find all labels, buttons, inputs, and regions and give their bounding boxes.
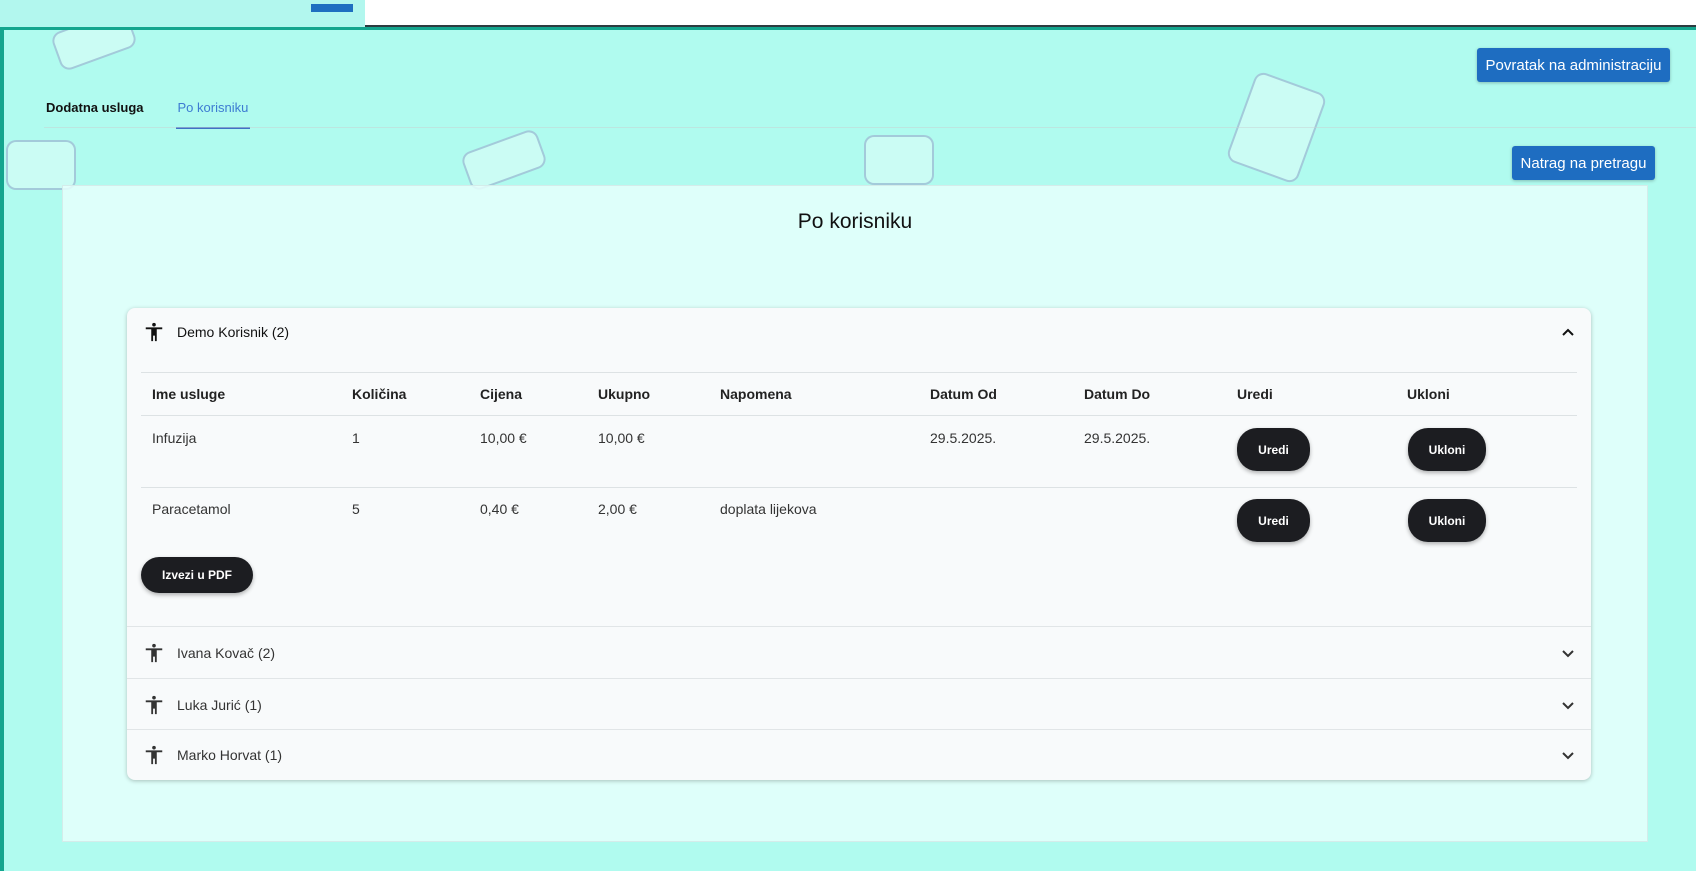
service-name: Infuzija — [152, 430, 197, 446]
tab-po-korisniku[interactable]: Po korisniku — [175, 94, 251, 129]
tab-divider — [44, 127, 1696, 128]
back-to-search-button[interactable]: Natrag na pretragu — [1512, 146, 1655, 180]
chevron-down-icon[interactable] — [1561, 698, 1575, 712]
back-to-admin-button[interactable]: Povratak na administraciju — [1477, 48, 1670, 82]
edit-button[interactable]: Uredi — [1237, 499, 1310, 542]
medkit-decoration — [864, 135, 934, 185]
remove-button[interactable]: Ukloni — [1408, 499, 1486, 542]
divider — [141, 372, 1577, 373]
column-header: Uredi — [1237, 386, 1273, 402]
column-header: Ukupno — [598, 386, 651, 402]
accessibility-icon — [145, 322, 163, 342]
page-thumbnail — [0, 0, 365, 27]
accessibility-icon — [145, 745, 163, 765]
divider — [127, 678, 1591, 679]
accordion-header-marko-horvat[interactable]: Marko Horvat (1) — [127, 730, 1591, 780]
chevron-down-icon[interactable] — [1561, 748, 1575, 762]
column-header: Količina — [352, 386, 407, 402]
ambulance-decoration — [49, 30, 139, 73]
accordion-header-demo-korisnik[interactable]: Demo Korisnik (2) — [127, 308, 1591, 356]
thumbnail-button — [311, 4, 353, 12]
divider — [141, 487, 1577, 488]
note: doplata lijekova — [720, 501, 817, 517]
top-strip — [0, 0, 1696, 28]
service-name: Paracetamol — [152, 501, 231, 517]
date-from: 29.5.2025. — [930, 430, 997, 446]
accessibility-icon — [145, 695, 163, 714]
user-name: Demo Korisnik (2) — [177, 324, 290, 340]
user-name: Ivana Kovač (2) — [177, 644, 276, 661]
total: 10,00 € — [598, 430, 645, 446]
remove-button[interactable]: Ukloni — [1408, 428, 1486, 471]
accordion-header-luka-juric[interactable]: Luka Jurić (1) — [127, 679, 1591, 730]
divider — [365, 25, 1696, 28]
column-header: Datum Do — [1084, 386, 1151, 402]
price: 0,40 € — [480, 501, 519, 517]
quantity: 5 — [352, 501, 360, 517]
chevron-down-icon[interactable] — [1561, 646, 1575, 660]
price: 10,00 € — [480, 430, 527, 446]
page-title: Po korisniku — [797, 210, 913, 233]
divider — [127, 729, 1591, 730]
date-to: 29.5.2025. — [1084, 430, 1151, 446]
tab-bar: Dodatna usluga Po korisniku — [44, 94, 251, 129]
export-pdf-button[interactable]: Izvezi u PDF — [141, 557, 253, 593]
tab-dodatna-usluga[interactable]: Dodatna usluga — [46, 100, 144, 115]
ambulance-decoration — [459, 127, 549, 193]
app-background: Dodatna usluga Po korisniku Povratak na … — [0, 27, 1696, 871]
accordion-header-ivana-kovac[interactable]: Ivana Kovač (2) — [127, 627, 1591, 678]
user-name: Marko Horvat (1) — [177, 747, 283, 763]
column-header: Cijena — [480, 386, 523, 402]
medkit-decoration — [6, 140, 76, 190]
column-header: Datum Od — [930, 386, 997, 402]
content-panel: Po korisniku Demo Korisnik (2) Ime uslug… — [62, 185, 1648, 842]
column-header: Ukloni — [1407, 386, 1450, 402]
divider — [127, 626, 1591, 627]
edit-button[interactable]: Uredi — [1237, 428, 1310, 471]
column-header: Napomena — [720, 386, 792, 402]
chevron-up-icon[interactable] — [1561, 325, 1575, 339]
divider — [141, 415, 1577, 416]
total: 2,00 € — [598, 501, 637, 517]
quantity: 1 — [352, 430, 360, 446]
accessibility-icon — [145, 643, 163, 662]
users-accordion: Demo Korisnik (2) Ime usluge Količina Ci… — [127, 308, 1591, 780]
user-name: Luka Jurić (1) — [177, 696, 262, 713]
column-header: Ime usluge — [152, 386, 226, 402]
